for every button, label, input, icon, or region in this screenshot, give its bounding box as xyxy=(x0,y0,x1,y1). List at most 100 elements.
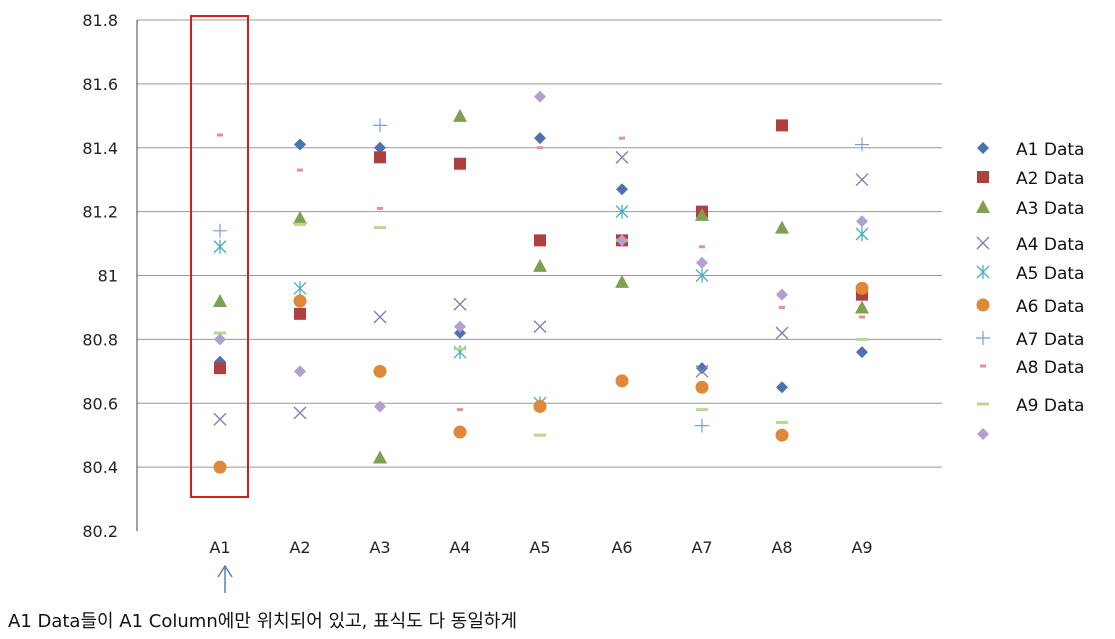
data-point xyxy=(213,294,227,308)
data-point xyxy=(213,223,227,238)
data-point xyxy=(696,256,708,269)
data-point xyxy=(775,326,789,340)
data-point xyxy=(695,418,709,433)
data-point xyxy=(374,141,386,154)
legend-marker xyxy=(977,171,989,183)
data-point xyxy=(775,428,789,442)
data-points xyxy=(213,90,869,474)
data-point xyxy=(776,420,788,424)
x-tick-label: A7 xyxy=(691,538,712,557)
data-point xyxy=(855,137,869,152)
data-point xyxy=(856,215,868,228)
data-point xyxy=(615,150,629,164)
data-point xyxy=(855,300,869,314)
data-point xyxy=(856,346,868,359)
data-point xyxy=(776,119,788,132)
data-point xyxy=(213,460,227,474)
legend-label: A5 Data xyxy=(1016,264,1084,284)
y-tick-label: 81.4 xyxy=(82,139,118,158)
y-tick-label: 81.2 xyxy=(82,203,118,222)
data-point xyxy=(453,425,467,439)
legend-marker xyxy=(976,236,990,250)
data-point xyxy=(775,220,789,234)
data-point xyxy=(534,433,546,437)
legend-marker xyxy=(976,331,990,345)
data-point xyxy=(616,183,628,196)
x-tick-label: A4 xyxy=(449,538,470,557)
legend-marker xyxy=(980,364,986,368)
x-tick-label: A8 xyxy=(771,538,792,557)
x-tick-label: A2 xyxy=(289,538,310,557)
data-point xyxy=(695,364,709,378)
data-point xyxy=(534,90,546,103)
data-point xyxy=(615,274,629,288)
y-tick-label: 80.4 xyxy=(82,458,118,477)
data-point xyxy=(454,326,466,339)
data-point xyxy=(214,362,226,375)
note-text: A1 Data들이 A1 Column에만 위치되어 있고, 표식도 다 동일하… xyxy=(8,611,518,632)
data-point xyxy=(294,307,306,320)
up-arrow-icon xyxy=(217,564,233,593)
x-tick-label: A9 xyxy=(851,538,872,557)
data-point xyxy=(699,245,705,249)
data-point xyxy=(696,408,708,412)
data-point xyxy=(213,412,227,426)
y-tick-label: 81.6 xyxy=(82,75,118,94)
legend-marker xyxy=(976,298,990,312)
y-tick-label: 81 xyxy=(98,267,118,286)
annotations xyxy=(190,15,249,593)
y-axis-tick-labels: 80.2 80.4 80.6 80.8 81 81.2 81.4 81.6 81.8 xyxy=(82,11,118,541)
data-point xyxy=(453,297,467,311)
data-point xyxy=(695,207,709,221)
legend-label: A2 Data xyxy=(1016,169,1084,189)
data-point xyxy=(374,400,386,413)
data-point xyxy=(377,206,383,210)
data-point xyxy=(374,151,386,164)
y-tick-label: 80.8 xyxy=(82,330,118,349)
data-point xyxy=(856,337,868,341)
data-point xyxy=(373,364,387,378)
legend-marker xyxy=(976,200,990,213)
data-point xyxy=(619,136,625,140)
data-point xyxy=(293,281,307,296)
legend-marker xyxy=(977,402,989,406)
data-point xyxy=(779,305,785,309)
data-point xyxy=(217,133,223,137)
data-point xyxy=(293,406,307,420)
data-point xyxy=(533,320,547,334)
data-point xyxy=(453,345,467,360)
data-point xyxy=(454,157,466,170)
y-tick-label: 80.6 xyxy=(82,394,118,413)
legend-marker xyxy=(976,265,990,279)
data-point xyxy=(534,234,546,247)
data-point xyxy=(776,288,788,301)
data-point xyxy=(214,331,226,335)
legend-marker xyxy=(977,142,989,154)
x-axis-tick-labels: A1 A2 A3 A4 A5 A6 A7 A8 A9 xyxy=(209,538,872,557)
data-point xyxy=(297,168,303,172)
data-point xyxy=(374,226,386,230)
data-point xyxy=(696,362,708,375)
legend-label: A4 Data xyxy=(1016,235,1084,255)
data-point xyxy=(457,408,463,412)
data-point xyxy=(855,173,869,187)
legend-label: A8 Data xyxy=(1016,358,1084,378)
data-point xyxy=(294,138,306,151)
data-point xyxy=(293,294,307,308)
data-point xyxy=(615,204,629,219)
y-tick-label: 81.8 xyxy=(82,11,118,30)
data-point xyxy=(294,222,306,226)
data-point xyxy=(373,450,387,464)
data-point xyxy=(537,146,543,150)
data-point xyxy=(213,239,227,254)
legend-label: A3 Data xyxy=(1016,199,1084,219)
data-point xyxy=(373,118,387,133)
data-point xyxy=(453,108,467,122)
data-point xyxy=(615,374,629,388)
data-point xyxy=(293,211,307,225)
data-point xyxy=(454,347,466,351)
legend-label: A7 Data xyxy=(1016,330,1084,350)
x-tick-label: A3 xyxy=(369,538,390,557)
data-point xyxy=(533,399,547,413)
